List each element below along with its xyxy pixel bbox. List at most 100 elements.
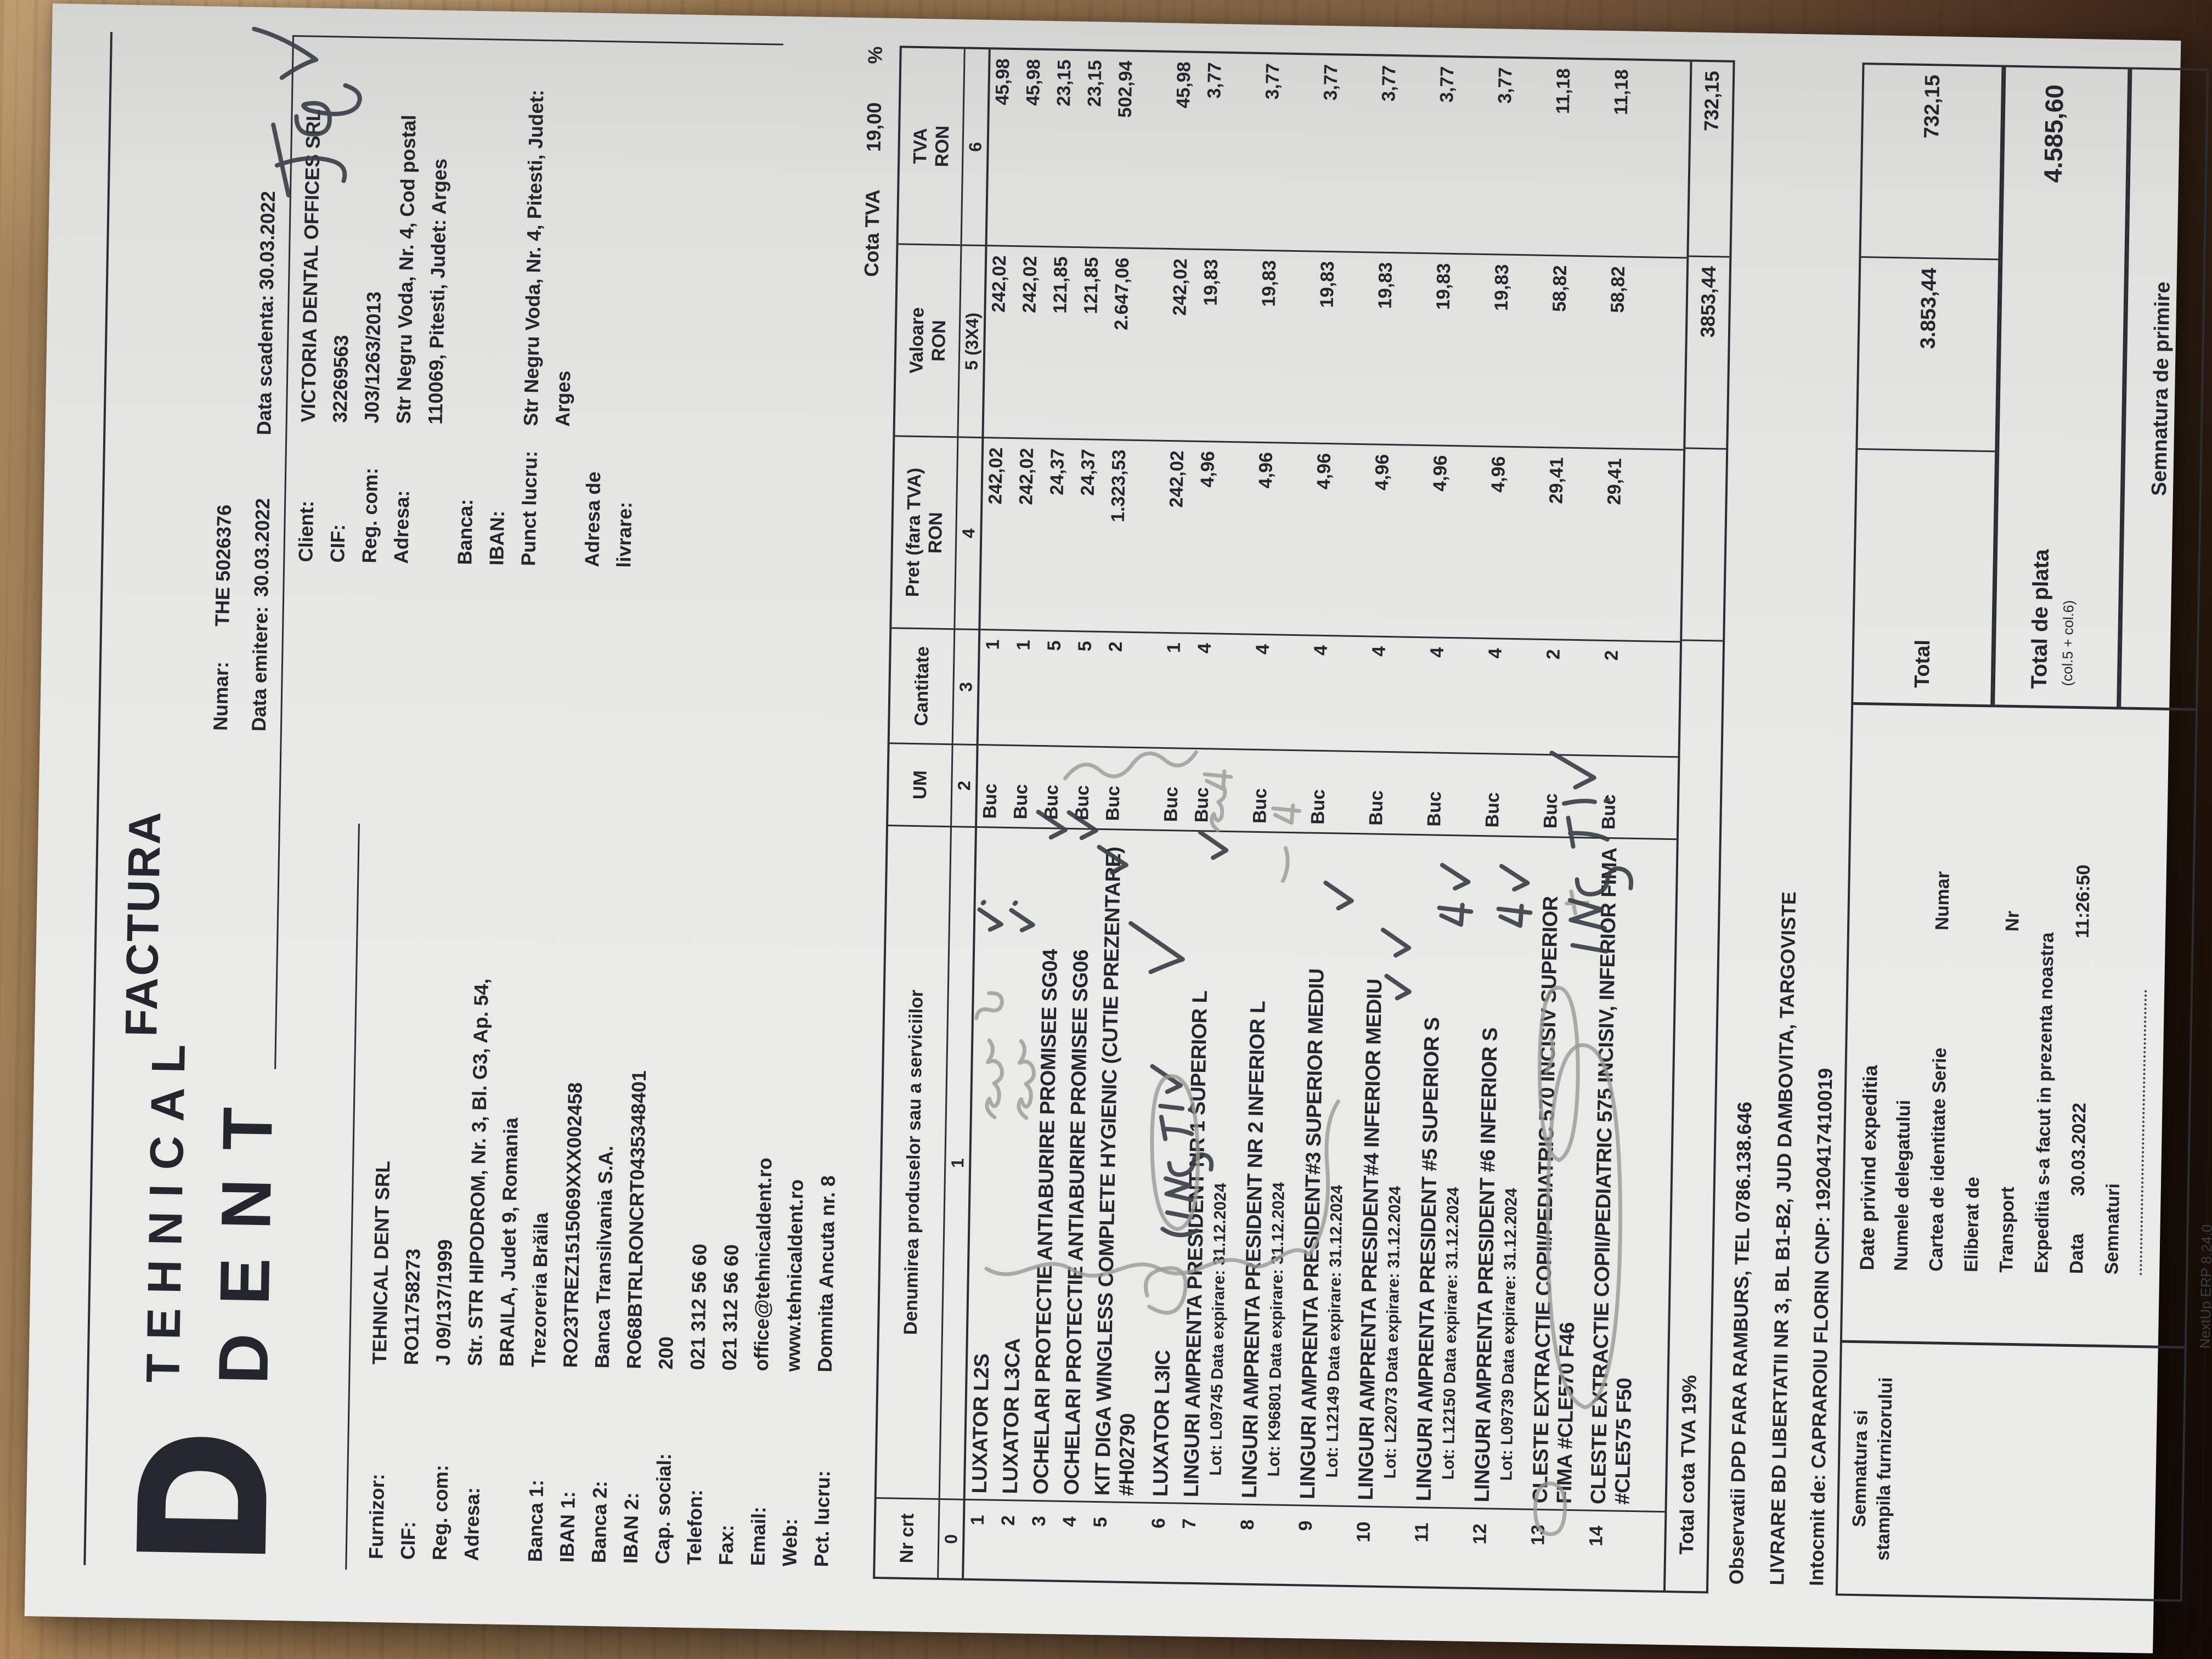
cota-tva-label: Cota TVA [860,190,884,277]
cell-nr: 2 [995,1499,1027,1579]
client-line-label: livrare: [612,501,636,568]
cell-um: Buc [1479,753,1539,836]
client-line-label: Client: [294,500,318,562]
invoice-title: FACTURA [116,809,171,1037]
cell-pret: 242,02 [1161,439,1196,633]
table-header-cell: Cantitate [889,627,956,744]
numar-label: Numar: [208,661,233,731]
cell-tva: 45,98 [1172,61,1195,109]
totals-pret-empty [1682,449,1726,642]
cell-tva: 502,94 [1114,60,1137,118]
expeditie-box: Date privind expeditia Numele delegatulu… [1839,702,2198,1348]
cell-cantitate: 1 [1009,629,1042,745]
total-de-plata-value: 4.585,60 [2038,84,2069,183]
cell-tva: 3,77 [1262,63,1284,100]
cell-pret: 4,96 [1425,444,1487,638]
cell-tva: 23,15 [1084,60,1106,107]
cell-valoare: 242,02 [1165,247,1199,441]
cell-valoare: 2.647,06 [1107,247,1169,440]
furnizor-line-value: 200 [654,1336,678,1370]
cell-valoare: 19,83 [1254,249,1316,443]
cell-um: Buc [1305,749,1365,833]
expeditie-line-text: Transport [1996,1186,2018,1273]
cell-um: Buc [1008,744,1040,827]
furnizor-line-label: Cap. social: [651,1453,675,1565]
table-header-cell: UM [888,742,953,826]
intocmit-line: Intocmit de: CAPRAROIU FLORIN CNP: 19204… [1805,1068,1837,1587]
data-scadenta-label: Data scadenta: [252,294,278,436]
cell-nr: 7 [1176,1502,1235,1583]
cell-tva: 45,98 [991,58,1014,106]
cell-um: Buc [1100,746,1160,830]
furnizor-line-value: RO68BTRLRONCRT0435348401 [622,1070,651,1369]
client-line-label: Punct lucru: [517,450,541,567]
cell-pret: 29,41 [1541,446,1603,640]
furnizor-line-label: IBAN 2: [619,1492,643,1564]
cell-cantitate: 4 [1364,635,1425,752]
cell-pret: 29,41 [1599,447,1661,641]
data-scadenta-value: 30.03.2022 [255,190,280,290]
cell-um: Buc [1363,751,1423,834]
client-line-label: Banca: [453,499,477,565]
furnizor-line-label: Web: [778,1518,802,1567]
semnatura-furnizor-line1: Semnatura si [1848,1409,1872,1527]
furnizor-line-value: 021 312 56 60 [718,1244,743,1371]
cell-valoare: 242,02 [1014,245,1049,438]
cell-nr: 4 [1056,1500,1088,1581]
cota-tva-value: 19,00 [862,102,886,152]
table-header-cell: Nr crt [875,1497,940,1578]
semnatura-primire-label: Semnatura de primire [2147,281,2175,496]
expeditie-line-text: Numele delegatului [1891,1099,1915,1271]
cota-tva-unit: % [864,46,887,64]
furnizor-line-value: BRAILA, Judet 9, Romania [495,1117,522,1367]
expeditie-line-text: Data [2066,1233,2088,1274]
cell-pret: 4,96 [1308,442,1370,636]
cell-valoare: 19,83 [1428,252,1490,446]
cell-nr: 6 [1145,1502,1177,1582]
signature-dotted-line [2140,990,2147,1276]
table-column-number: 5 (3X4) [958,244,988,437]
client-line-value: VICTORIA DENTAL OFFICES SRL [296,109,325,422]
logo-box-bottom-line [345,823,360,1570]
logo-text-tehnical: TEHNICAL [137,1029,196,1384]
cell-valoare: 19,83 [1370,251,1432,445]
numar-value: THE 5026376 [211,504,236,627]
cell-valoare: 121,85 [1076,246,1110,439]
cell-pret: 24,37 [1042,438,1076,630]
cell-tva: 3,77 [1494,67,1516,104]
expeditie-title: Date privind expeditia [1855,1065,1882,1271]
cell-nr: 5 [1087,1500,1147,1582]
logo-text-dent: DENT [204,1078,288,1385]
cell-nr: 10 [1350,1505,1410,1586]
cell-tva: 3,77 [1320,64,1342,101]
table-column-number: 0 [939,1498,966,1578]
cell-pret: 4,96 [1483,445,1545,639]
total-valoare: 3.853,44 [1858,257,1999,453]
cell-valoare: 121,85 [1045,246,1080,439]
furnizor-line-value: RO11758273 [399,1248,425,1365]
totals-tva: 732,15 [1689,61,1733,258]
furnizor-line-label: Telefon: [682,1489,707,1565]
erp-footer: NextUp ERP 8.24.0 [2196,1224,2212,1349]
cell-um: Buc [1039,744,1071,828]
client-line-label: CIF: [326,524,349,563]
cell-pret: 4,96 [1367,443,1429,637]
client-box-right-line [292,35,783,46]
table-column-number: 2 [952,743,979,827]
cell-cantitate: 4 [1306,634,1367,751]
expeditie-line-text: 30.03.2022 [2067,1102,2090,1197]
cota-tva-line: Cota TVA 19,00 % [860,46,887,277]
furnizor-line-value: office@tehnicaldent.ro [749,1157,776,1372]
totals-valoare: 3853,44 [1685,257,1730,450]
cell-um: Buc [1158,747,1190,830]
cell-cantitate: 2 [1101,630,1162,747]
client-line-value: 110069, Pitesti, Judet: Arges [424,158,452,425]
cell-cantitate: 4 [1190,632,1251,749]
total-de-plata-label: Total de plata [2027,549,2054,690]
cell-pret: 24,37 [1073,438,1107,631]
semnatura-furnizor-line2: stampila furnizorului [1872,1377,1897,1561]
furnizor-line-value: RO23TREZ1515069XXX002458 [558,1082,586,1368]
furnizor-line-label: Pct. lucru: [810,1470,834,1567]
header-divider-right [274,35,295,1069]
cell-um: Buc [1595,754,1656,838]
